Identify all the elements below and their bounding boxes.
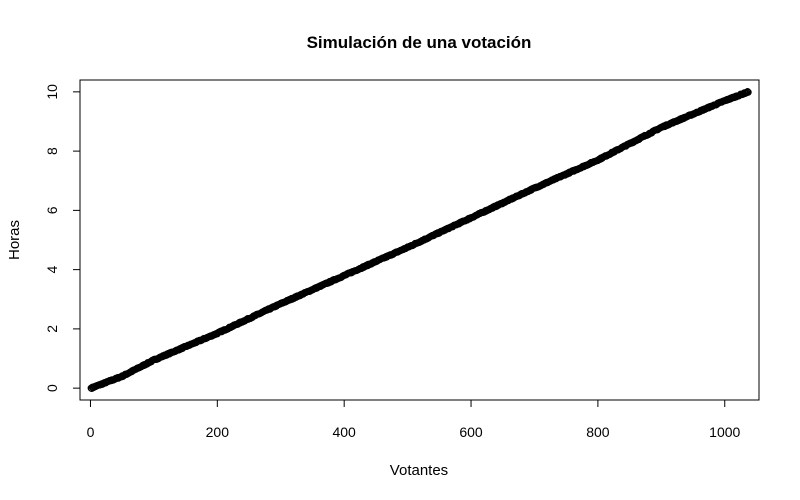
- y-tick-label: 6: [44, 206, 60, 214]
- x-tick-label: 600: [459, 424, 483, 440]
- y-tick-label: 2: [44, 325, 60, 333]
- x-tick-label: 200: [206, 424, 230, 440]
- data-point: [744, 88, 752, 96]
- y-axis-label: Horas: [6, 220, 23, 260]
- data-points: [87, 88, 752, 392]
- y-axis: 0 2 4 6 8 10: [44, 84, 81, 392]
- y-tick-label: 4: [44, 266, 60, 274]
- data-point: [744, 88, 752, 96]
- y-tick-label: 0: [44, 384, 60, 392]
- chart-title: Simulación de una votación: [307, 33, 532, 52]
- x-tick-label: 400: [332, 424, 356, 440]
- x-tick-label: 800: [586, 424, 610, 440]
- y-tick-label: 10: [44, 84, 60, 100]
- x-tick-label: 1000: [709, 424, 740, 440]
- x-axis: 0 200 400 600 800 1000: [87, 399, 741, 440]
- x-axis-label: Votantes: [390, 462, 448, 479]
- y-tick-label: 8: [44, 147, 60, 155]
- x-tick-label: 0: [87, 424, 95, 440]
